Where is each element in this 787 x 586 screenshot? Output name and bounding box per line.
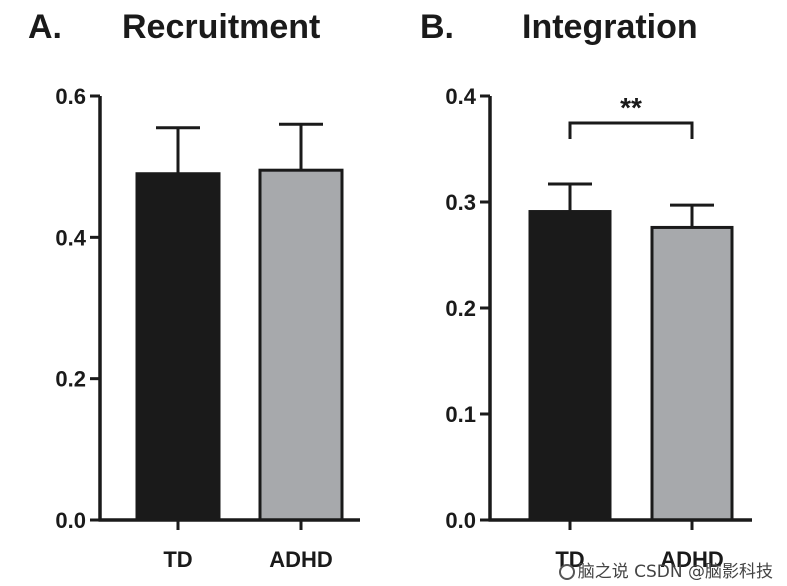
panel-b-significance-label: **	[620, 92, 642, 123]
panel-b-ytick-label-2: 0.2	[445, 296, 476, 321]
panel-a-ytick-label-0: 0.0	[55, 508, 86, 533]
panel-a-xtick-label-td: TD	[163, 547, 192, 572]
panel-b-ytick-label-3: 0.3	[445, 190, 476, 215]
watermark-line2: CSDN @脑影科技	[634, 562, 773, 582]
watermark: 脑之说 CSDN @脑影科技	[558, 557, 773, 582]
panel-b-title: Integration	[522, 8, 698, 46]
panel-b-ytick-label-1: 0.1	[445, 402, 476, 427]
panel-b-significance-bracket	[568, 121, 694, 139]
panel-a-ytick-label-1: 0.2	[55, 367, 86, 392]
panel-a-bar-adhd	[258, 168, 344, 522]
panel-b-ytick-label-0: 0.0	[445, 508, 476, 533]
panel-b-xtick-label-adhd: ADHD	[660, 547, 724, 572]
panel-a-label: A.	[28, 8, 62, 46]
panel-a-xtick-label-adhd: ADHD	[269, 547, 333, 572]
panel-b-bar-adhd	[650, 225, 734, 522]
panel-a-marks: TD ADHD 0.0 0.2 0.4 0.6	[55, 84, 360, 572]
panel-b-ytick-label-4: 0.4	[445, 84, 476, 109]
panel-recruitment: A. Recruitment TD ADHD 0.0 0.2 0.4 0.6	[28, 8, 360, 572]
watermark-logo-icon	[558, 564, 575, 580]
panel-a-ytick-label-2: 0.4	[55, 225, 86, 250]
panel-a-bar-td	[135, 172, 221, 522]
watermark-line1: 脑之说	[577, 562, 629, 582]
panel-a-title: Recruitment	[122, 8, 320, 46]
panel-a-ytick-label-3: 0.6	[55, 84, 86, 109]
panel-b-label: B.	[420, 8, 454, 46]
panel-b-bar-td	[528, 210, 612, 522]
